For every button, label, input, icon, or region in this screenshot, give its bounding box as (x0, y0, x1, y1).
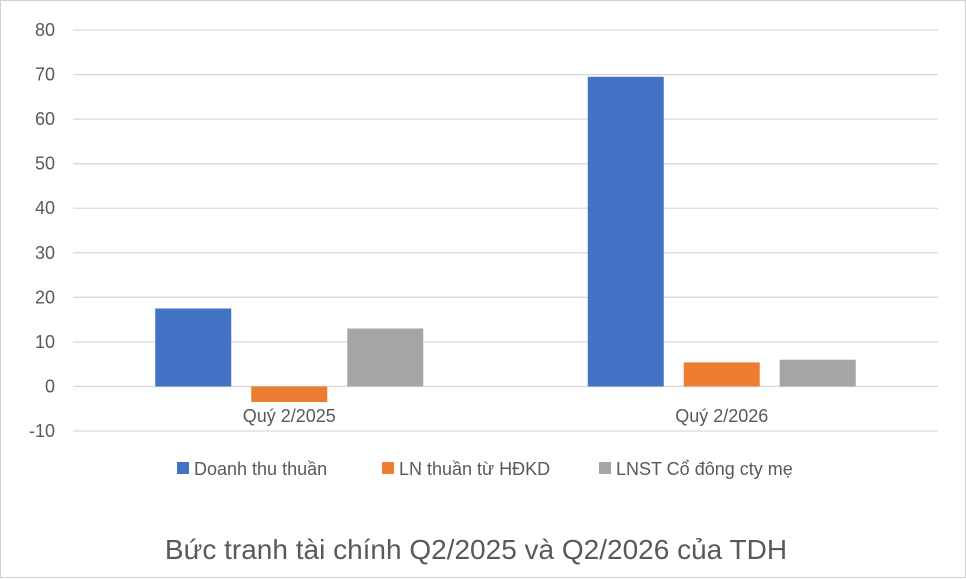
legend: Doanh thu thuần LN thuần từ HĐKD LNST Cổ đ… (177, 459, 793, 479)
y-tick-label: -10 (29, 421, 55, 441)
bar (155, 308, 232, 387)
y-tick-label: 60 (35, 109, 55, 129)
y-tick-label: 30 (35, 243, 55, 263)
y-tick-label: 0 (45, 376, 55, 396)
bars (155, 76, 856, 403)
bar (347, 328, 424, 387)
y-tick-label: 50 (35, 154, 55, 174)
y-axis-ticks: -10 0 10 20 30 40 50 60 70 80 (29, 20, 55, 441)
category-label: Quý 2/2025 (243, 406, 336, 426)
category-labels: Quý 2/2025 Quý 2/2026 (243, 406, 769, 426)
legend-swatch (599, 462, 611, 474)
y-tick-label: 80 (35, 20, 55, 40)
y-tick-label: 40 (35, 198, 55, 218)
bar (587, 76, 664, 387)
legend-label: LN thuần từ HĐKD (399, 459, 550, 479)
bar (683, 362, 760, 387)
legend-label: Doanh thu thuần (194, 459, 327, 479)
y-tick-label: 70 (35, 65, 55, 85)
y-tick-label: 10 (35, 332, 55, 352)
bar (779, 359, 856, 387)
bar (251, 386, 328, 403)
legend-swatch (382, 462, 394, 474)
y-tick-label: 20 (35, 287, 55, 307)
legend-label: LNST Cổ đông cty mẹ (616, 459, 793, 479)
legend-swatch (177, 462, 189, 474)
chart-title: Bức tranh tài chính Q2/2025 và Q2/2026 c… (165, 534, 787, 565)
category-label: Quý 2/2026 (675, 406, 768, 426)
